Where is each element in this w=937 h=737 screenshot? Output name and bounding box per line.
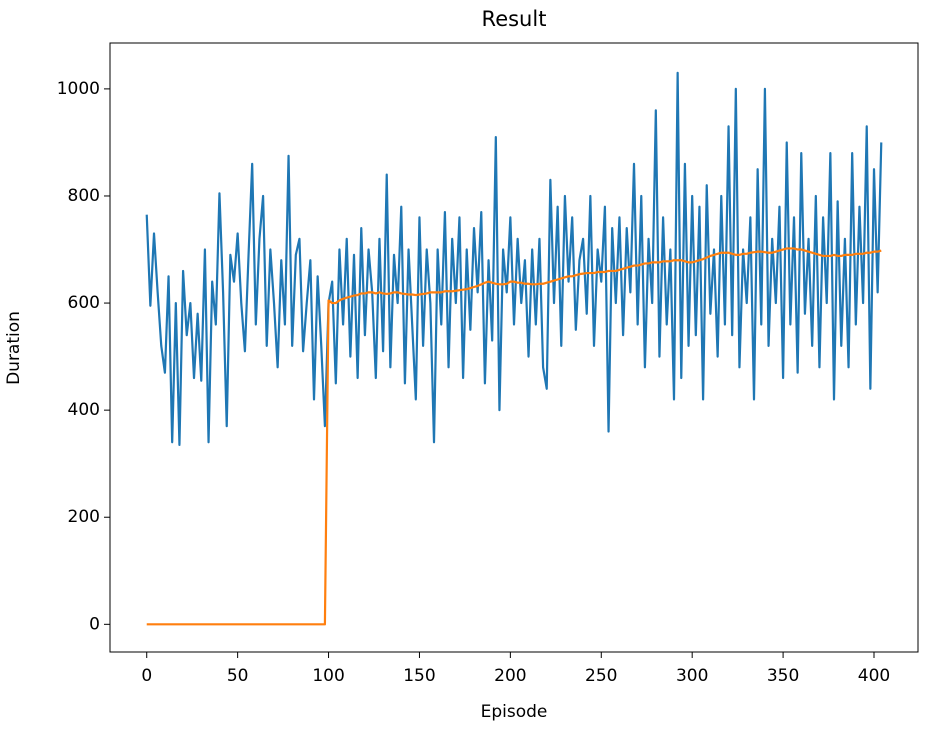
plot-area bbox=[145, 71, 883, 626]
x-tick-label: 150 bbox=[403, 666, 435, 686]
y-tick-label: 0 bbox=[89, 614, 100, 634]
x-tick-label: 300 bbox=[676, 666, 708, 686]
y-tick-label: 1000 bbox=[57, 79, 100, 99]
x-tick-label: 250 bbox=[585, 666, 617, 686]
x-tick-label: 0 bbox=[141, 666, 152, 686]
chart-title: Result bbox=[482, 7, 547, 31]
y-tick-label: 600 bbox=[68, 293, 100, 313]
y-tick-label: 200 bbox=[68, 507, 100, 527]
x-axis-label: Episode bbox=[481, 702, 548, 722]
x-tick-label: 200 bbox=[494, 666, 526, 686]
x-tick-label: 400 bbox=[858, 666, 890, 686]
y-tick-label: 800 bbox=[68, 186, 100, 206]
data-line bbox=[145, 71, 883, 447]
x-tick-label: 350 bbox=[767, 666, 799, 686]
x-tick-label: 100 bbox=[312, 666, 344, 686]
y-tick-label: 400 bbox=[68, 400, 100, 420]
x-tick-label: 50 bbox=[227, 666, 249, 686]
axes-frame bbox=[109, 42, 919, 653]
y-axis-label: Duration bbox=[4, 311, 24, 385]
data-line bbox=[146, 247, 882, 626]
